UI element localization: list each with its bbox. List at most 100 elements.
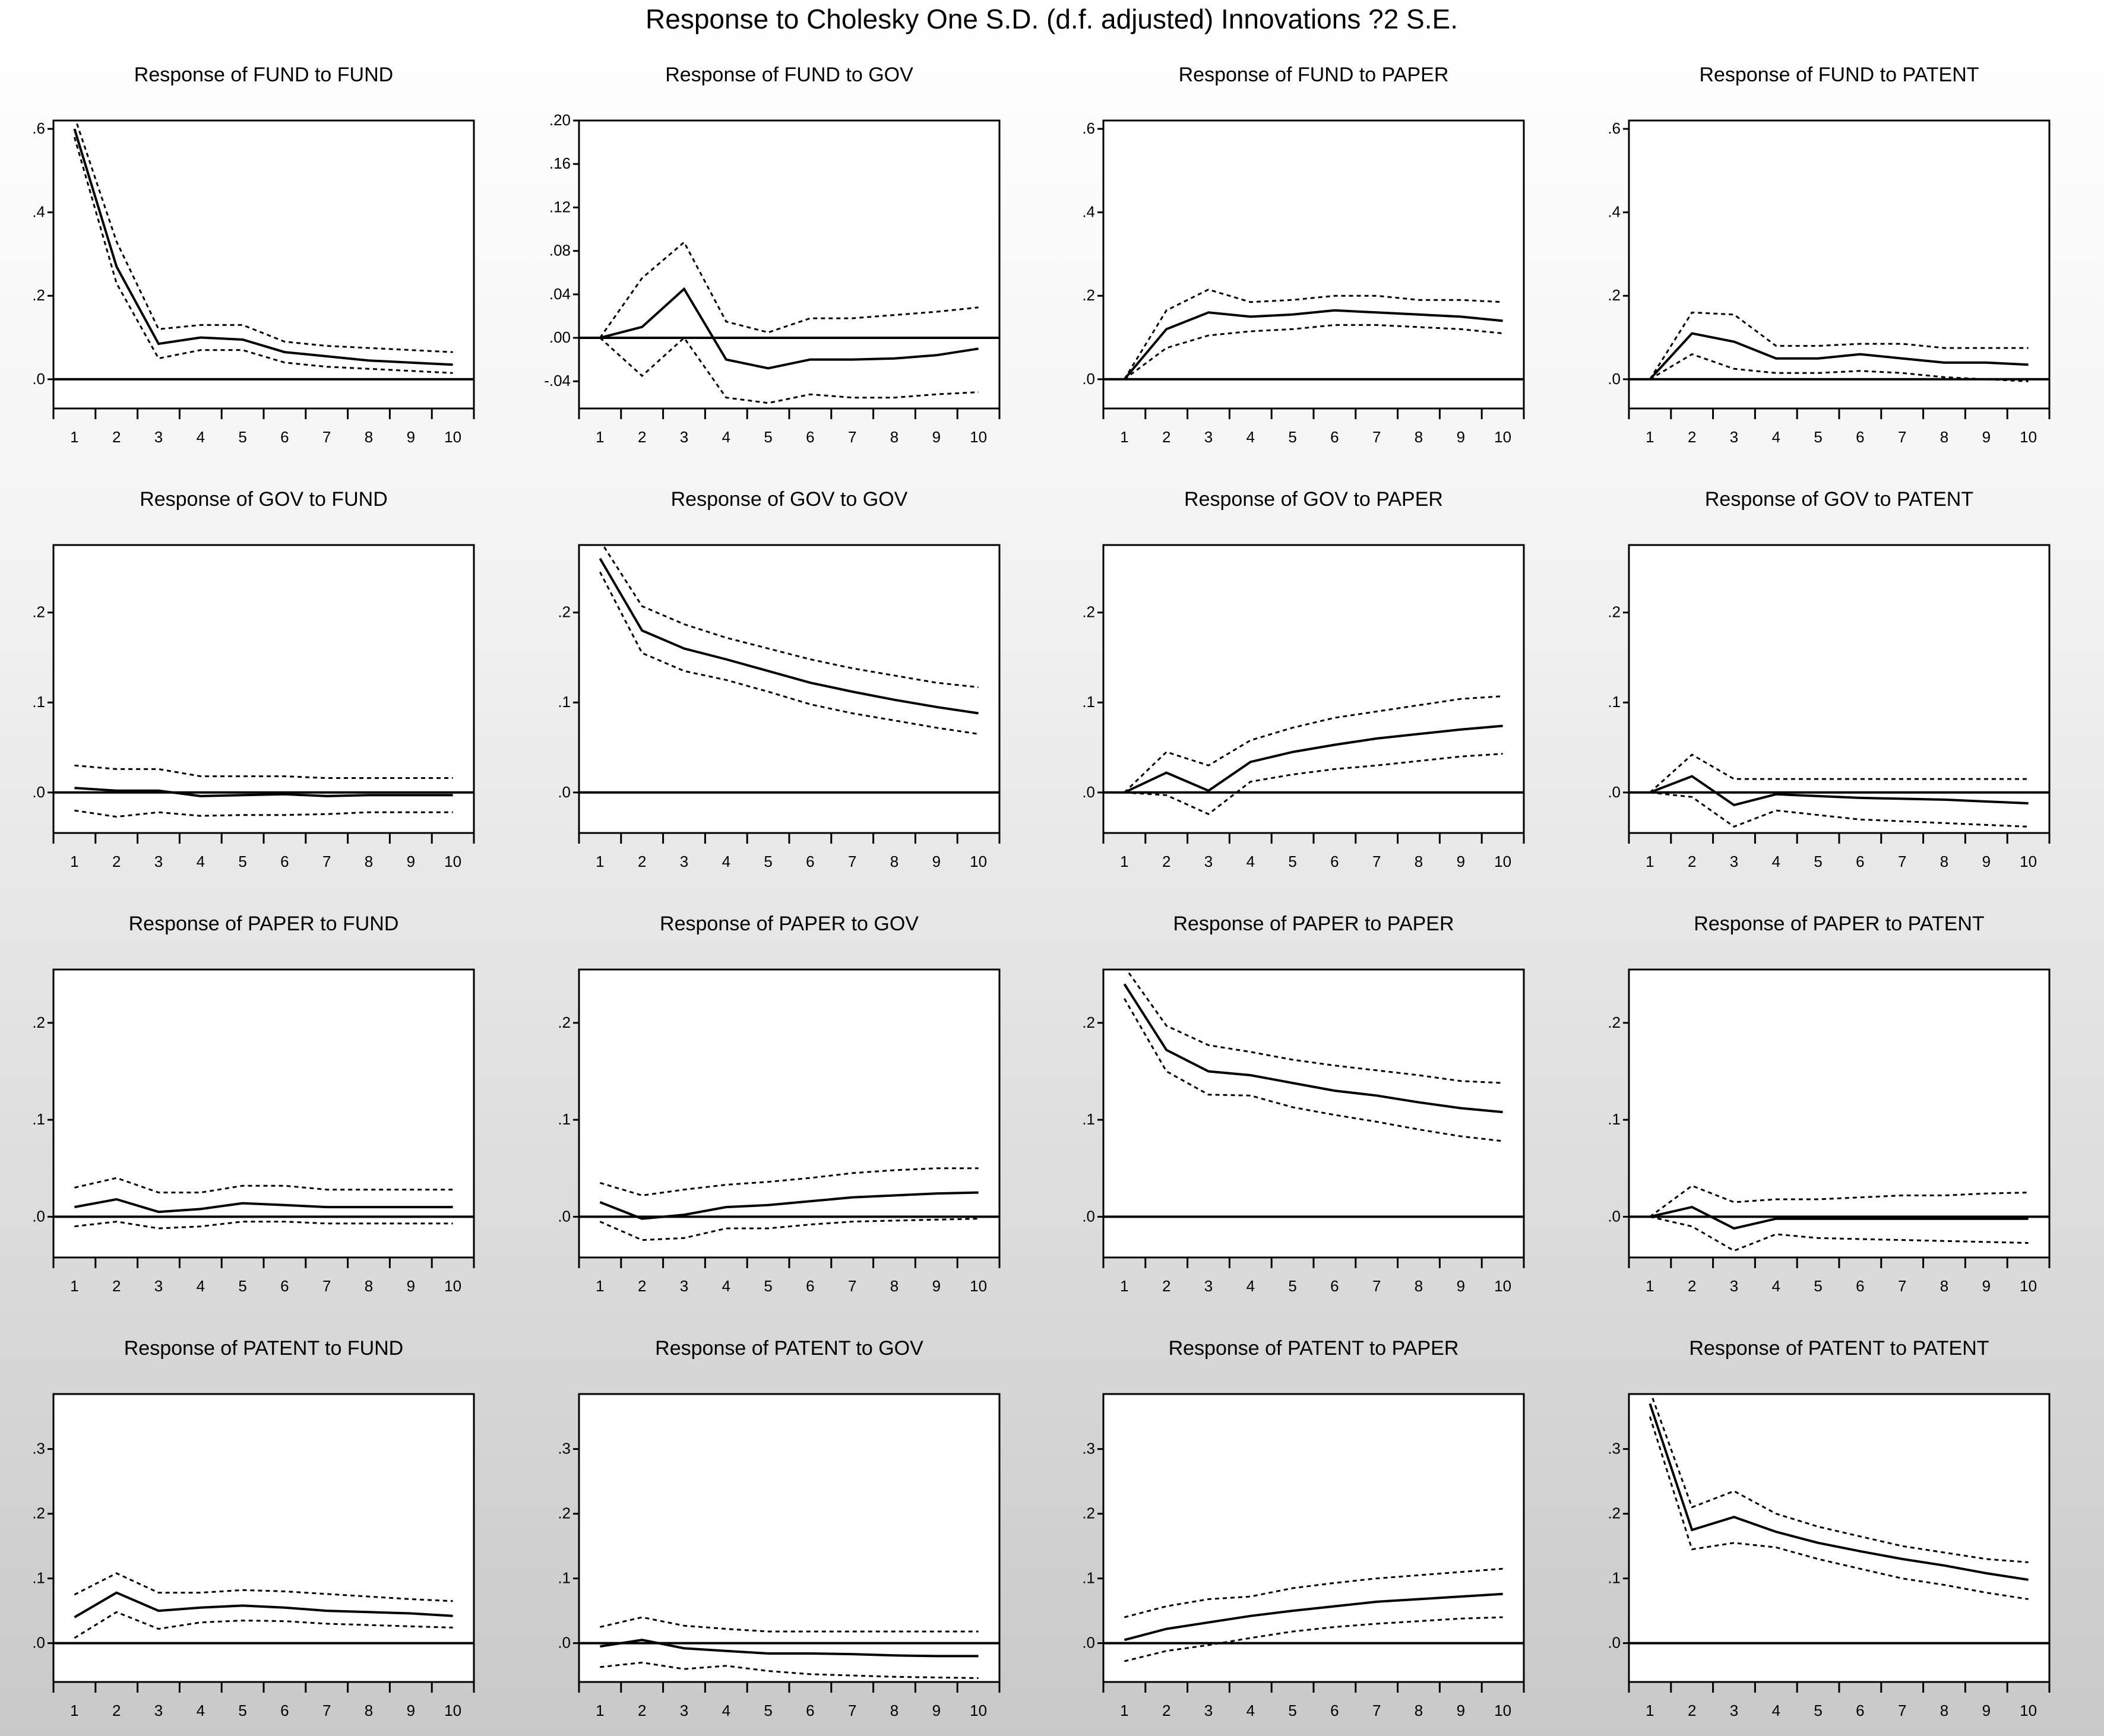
y-tick-label: .4 [32, 203, 45, 221]
plot-frame [1628, 119, 2051, 410]
x-tick-label: 5 [1288, 1702, 1296, 1719]
y-tick-label: .0 [1608, 1634, 1621, 1652]
upper-band-line [74, 1572, 453, 1602]
x-tick-label: 7 [1372, 1702, 1381, 1719]
x-tick-label: 3 [680, 1277, 688, 1295]
upper-band-line [1649, 1184, 2029, 1218]
y-tick-label: .1 [1082, 1569, 1095, 1587]
x-tick-label: 5 [764, 1277, 772, 1295]
x-tick-label: 10 [444, 428, 461, 446]
x-tick-label: 4 [1772, 1702, 1780, 1719]
x-tick-label: 10 [444, 1702, 461, 1719]
x-tick-label: 6 [1856, 1277, 1864, 1295]
response-line [600, 1639, 979, 1658]
plot-frame [1628, 544, 2051, 834]
plot-frame [1102, 544, 1525, 834]
x-tick-label: 3 [1730, 428, 1738, 446]
x-tick-label: 6 [1856, 853, 1864, 870]
y-tick-label: .2 [558, 603, 571, 621]
y-tick-label: .1 [1608, 693, 1621, 711]
x-tick-label: 3 [1204, 428, 1213, 446]
x-tick-label: 2 [638, 1702, 646, 1719]
response-line [1123, 983, 1503, 1114]
x-tick-label: 10 [2020, 1702, 2037, 1719]
y-tick-label: .04 [549, 285, 571, 303]
main-title: Response to Cholesky One S.D. (d.f. adju… [646, 4, 1458, 34]
x-tick-label: 9 [1982, 853, 1991, 870]
x-tick-label: 7 [1372, 853, 1381, 870]
upper-band-line [1125, 970, 1503, 1084]
x-tick-label: 5 [764, 1702, 772, 1719]
y-tick-label: .0 [558, 783, 571, 801]
upper-band-line [1124, 289, 1503, 380]
panel-title: Response of PATENT to PATENT [1689, 1337, 1989, 1360]
panel-title: Response of GOV to FUND [140, 488, 388, 511]
y-tick-label: .1 [1082, 1110, 1095, 1128]
x-tick-label: 5 [764, 853, 772, 870]
x-tick-label: 4 [1246, 853, 1255, 870]
plot-frame [52, 544, 475, 834]
x-tick-label: 7 [848, 1277, 856, 1295]
response-line [73, 128, 453, 366]
response-line [74, 1591, 453, 1618]
lower-band-line [1124, 1616, 1503, 1662]
response-line [74, 1198, 453, 1214]
y-tick-label: .0 [1082, 1634, 1095, 1652]
plot-frame [1628, 968, 2051, 1259]
x-tick-label: 8 [1415, 1277, 1423, 1295]
x-tick-label: 8 [1415, 853, 1423, 870]
x-tick-label: 6 [280, 853, 289, 870]
lower-band-line [599, 1218, 979, 1241]
irf-panel: Response of PATENT to PAPER .0 .1 .2 .3 1 2 3 4 5… [1082, 1337, 1525, 1719]
x-tick-label: 1 [1120, 1702, 1128, 1719]
x-tick-label: 9 [1457, 853, 1465, 870]
x-tick-label: 7 [322, 853, 331, 870]
x-tick-label: 9 [407, 1702, 415, 1719]
upper-band-line [602, 545, 979, 688]
x-tick-label: 9 [1457, 1277, 1465, 1295]
irf-panel: Response of FUND to GOV -.04 .00 .04 .08 .12.… [544, 64, 1001, 446]
x-tick-label: 3 [1730, 853, 1738, 870]
x-tick-label: 2 [1162, 428, 1170, 446]
response-line [1124, 724, 1503, 794]
x-tick-label: 10 [2020, 428, 2037, 446]
irf-panel: Response of FUND to PAPER .0 .2 .4 .6 1 2 3 4 5 6 7… [1082, 64, 1525, 446]
x-tick-label: 1 [1120, 428, 1128, 446]
panel-title: Response of PAPER to PAPER [1173, 913, 1454, 935]
panel-title: Response of FUND to PAPER [1179, 64, 1449, 86]
x-tick-label: 5 [1288, 853, 1296, 870]
irf-panel: Response of PAPER to FUND .0 .1 .2 1 2 3 4 5 6 7 8 9… [32, 913, 475, 1295]
x-tick-label: 5 [1288, 1277, 1296, 1295]
x-tick-label: 9 [932, 428, 941, 446]
irf-panel: Response of GOV to PAPER .0 .1 .2 1 2 3 4 5 6 7 8 9 1… [1082, 488, 1525, 870]
x-tick-label: 5 [238, 853, 246, 870]
irf-panel: Response of FUND to PATENT .0 .2 .4 .6 1 2 3 4 5 6… [1608, 64, 2051, 446]
x-tick-label: 3 [1730, 1702, 1738, 1719]
irf-panel: Response of PATENT to FUND .0 .1 .2 .3 1 2 3 4 5 6… [32, 1337, 475, 1719]
y-tick-label: .0 [558, 1634, 571, 1652]
x-tick-label: 4 [722, 428, 730, 446]
x-tick-label: 1 [70, 428, 78, 446]
x-tick-label: 6 [806, 428, 814, 446]
x-tick-label: 7 [1898, 853, 1906, 870]
upper-band-line [74, 764, 453, 779]
y-tick-label: .0 [32, 1207, 45, 1225]
y-tick-label: .1 [558, 1569, 571, 1587]
x-tick-label: 10 [2020, 1277, 2037, 1295]
upper-band-line [599, 240, 979, 338]
x-tick-label: 7 [322, 1702, 331, 1719]
panel-title: Response of GOV to GOV [671, 488, 908, 511]
x-tick-label: 5 [1814, 1702, 1822, 1719]
y-tick-label: .2 [558, 1013, 571, 1031]
y-tick-label: .6 [1082, 119, 1095, 137]
x-tick-label: 3 [1204, 1702, 1213, 1719]
plot-frame [52, 1393, 475, 1683]
x-tick-label: 4 [1772, 1277, 1780, 1295]
x-tick-label: 4 [197, 1277, 205, 1295]
x-tick-label: 6 [1330, 1702, 1339, 1719]
lower-band-line [1124, 324, 1503, 381]
x-tick-label: 2 [1688, 1277, 1696, 1295]
x-tick-label: 8 [365, 853, 373, 870]
y-tick-label: .0 [32, 783, 45, 801]
x-tick-label: 5 [764, 428, 772, 446]
